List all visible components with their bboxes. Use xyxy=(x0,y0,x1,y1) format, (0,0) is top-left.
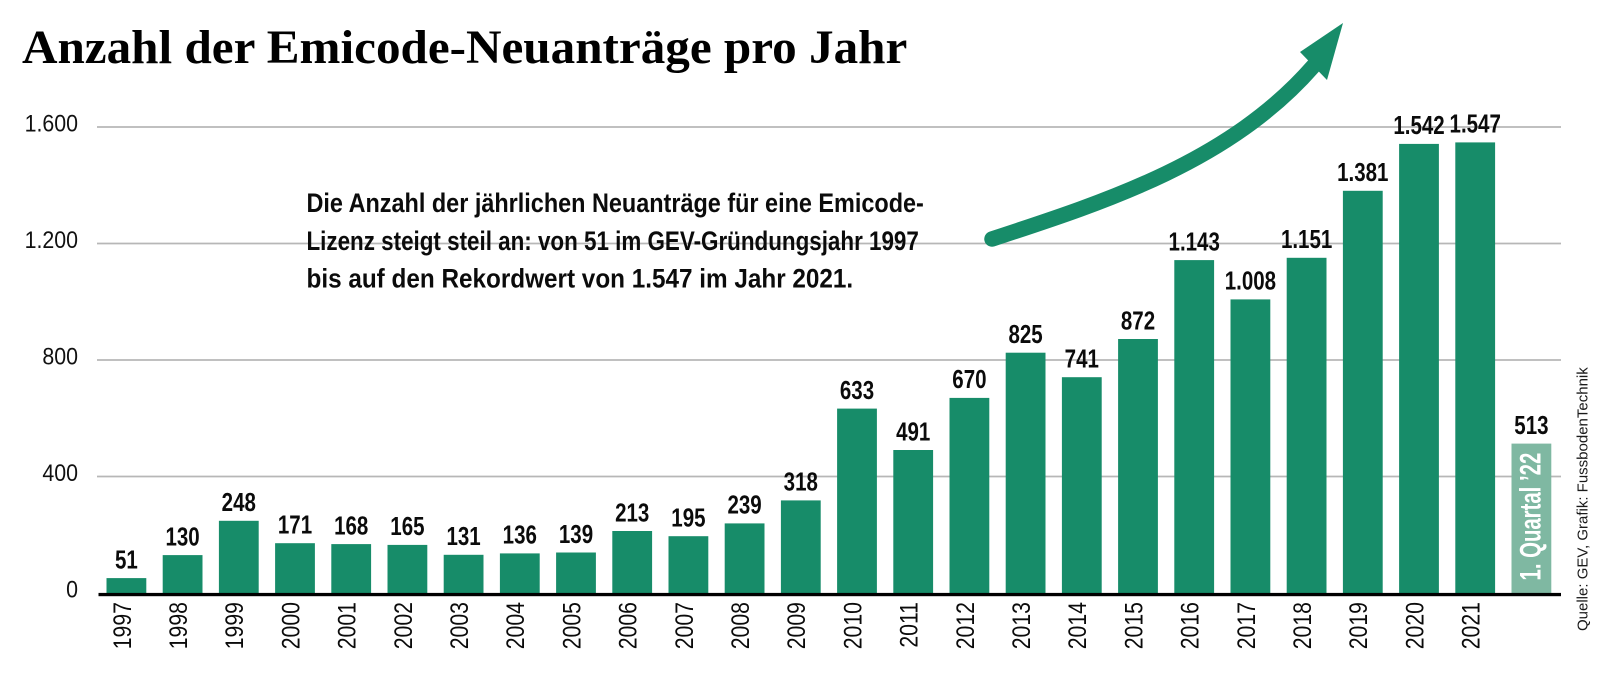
svg-text:2019: 2019 xyxy=(1345,602,1373,649)
svg-text:1.600: 1.600 xyxy=(25,109,78,136)
svg-text:51: 51 xyxy=(115,545,138,574)
svg-text:Anzahl der Emicode-Neuanträge: Anzahl der Emicode-Neuanträge pro Jahr xyxy=(22,20,907,73)
svg-text:400: 400 xyxy=(42,459,78,486)
svg-text:136: 136 xyxy=(503,521,537,550)
svg-text:2003: 2003 xyxy=(445,602,473,649)
svg-text:0: 0 xyxy=(66,575,78,602)
svg-text:1.008: 1.008 xyxy=(1225,267,1276,296)
svg-text:1.547: 1.547 xyxy=(1450,110,1501,139)
svg-text:800: 800 xyxy=(42,342,78,369)
svg-text:513: 513 xyxy=(1514,411,1548,440)
svg-text:318: 318 xyxy=(784,468,818,497)
svg-text:1. Quartal ’22: 1. Quartal ’22 xyxy=(1515,453,1548,581)
svg-text:825: 825 xyxy=(1008,320,1042,349)
svg-text:2020: 2020 xyxy=(1401,602,1429,649)
svg-text:1.200: 1.200 xyxy=(25,226,78,253)
svg-text:2018: 2018 xyxy=(1288,602,1316,649)
svg-text:2015: 2015 xyxy=(1120,602,1148,649)
svg-text:239: 239 xyxy=(727,491,761,520)
svg-text:2005: 2005 xyxy=(558,602,586,649)
svg-text:2013: 2013 xyxy=(1007,602,1035,649)
svg-text:Quelle: GEV, Grafik: Fussboden: Quelle: GEV, Grafik: FussbodenTechnik xyxy=(1575,367,1592,631)
svg-text:213: 213 xyxy=(615,498,649,527)
svg-text:2009: 2009 xyxy=(783,602,811,649)
svg-text:2014: 2014 xyxy=(1064,602,1092,649)
svg-text:1.381: 1.381 xyxy=(1337,158,1388,187)
svg-text:670: 670 xyxy=(952,365,986,394)
svg-text:1997: 1997 xyxy=(108,602,136,649)
svg-text:1.542: 1.542 xyxy=(1393,111,1444,140)
svg-text:131: 131 xyxy=(446,522,480,551)
svg-text:633: 633 xyxy=(840,376,874,405)
svg-text:195: 195 xyxy=(671,503,705,532)
svg-text:2007: 2007 xyxy=(670,602,698,649)
svg-text:130: 130 xyxy=(165,522,199,551)
svg-text:165: 165 xyxy=(390,512,424,541)
svg-text:2006: 2006 xyxy=(614,602,642,649)
svg-text:1999: 1999 xyxy=(221,602,249,649)
svg-text:1.143: 1.143 xyxy=(1169,227,1220,256)
svg-text:2000: 2000 xyxy=(277,602,305,649)
svg-text:171: 171 xyxy=(278,510,312,539)
svg-text:2004: 2004 xyxy=(502,602,530,649)
svg-text:bis auf den Rekordwert von 1.5: bis auf den Rekordwert von 1.547 im Jahr… xyxy=(307,264,854,293)
svg-text:248: 248 xyxy=(222,488,256,517)
svg-text:Lizenz steigt steil an: von 51: Lizenz steigt steil an: von 51 im GEV-Gr… xyxy=(307,227,919,256)
svg-text:1.151: 1.151 xyxy=(1281,225,1332,254)
svg-text:2008: 2008 xyxy=(726,602,754,649)
svg-text:872: 872 xyxy=(1121,306,1155,335)
svg-text:2021: 2021 xyxy=(1457,602,1485,649)
svg-text:2001: 2001 xyxy=(333,602,361,649)
svg-text:2011: 2011 xyxy=(895,602,923,648)
svg-text:1998: 1998 xyxy=(164,602,192,649)
svg-text:139: 139 xyxy=(559,520,593,549)
svg-text:Die Anzahl der jährlichen Neua: Die Anzahl der jährlichen Neuanträge für… xyxy=(307,189,924,219)
svg-text:491: 491 xyxy=(896,417,930,446)
svg-text:741: 741 xyxy=(1065,344,1099,373)
svg-text:2010: 2010 xyxy=(839,602,867,649)
svg-text:2017: 2017 xyxy=(1232,602,1260,649)
svg-text:2002: 2002 xyxy=(389,602,417,649)
svg-text:2012: 2012 xyxy=(951,602,979,649)
svg-text:2016: 2016 xyxy=(1176,602,1204,649)
svg-text:168: 168 xyxy=(334,511,368,540)
